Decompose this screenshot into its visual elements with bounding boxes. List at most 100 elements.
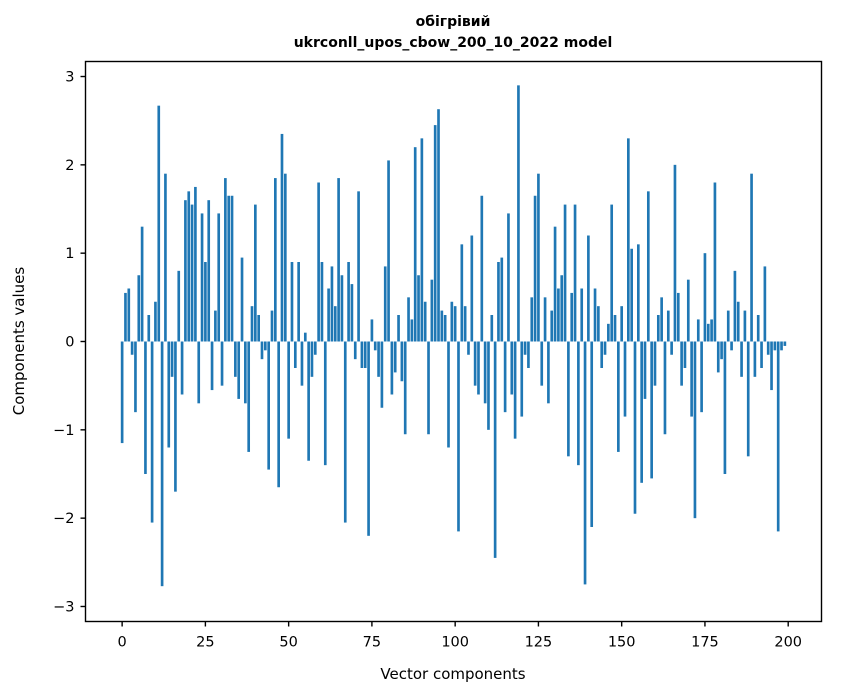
bar xyxy=(567,341,570,457)
bar xyxy=(740,341,743,377)
bar xyxy=(254,204,257,342)
bar xyxy=(423,301,427,342)
bar xyxy=(477,341,480,395)
bar xyxy=(763,266,767,342)
bar xyxy=(570,292,574,342)
bar xyxy=(550,310,554,342)
bar xyxy=(587,235,590,342)
bar xyxy=(120,341,124,444)
bar xyxy=(630,248,633,342)
bar xyxy=(537,173,540,342)
bar xyxy=(746,341,750,457)
y-axis-label: Components values xyxy=(10,267,28,416)
bar xyxy=(483,341,487,404)
bar xyxy=(710,319,713,342)
bar xyxy=(164,173,167,342)
bar xyxy=(367,341,370,536)
bar xyxy=(417,275,420,342)
x-tick-label: 75 xyxy=(363,635,381,651)
bar xyxy=(170,341,174,377)
bar xyxy=(720,341,723,360)
x-tick-label: 125 xyxy=(525,635,553,651)
bar xyxy=(407,297,410,342)
bar xyxy=(753,341,757,377)
y-tick-label: 1 xyxy=(65,246,74,262)
bar xyxy=(184,200,187,342)
bar xyxy=(497,262,500,342)
bar xyxy=(583,341,587,585)
bar xyxy=(323,341,327,466)
bar xyxy=(656,315,660,342)
bar xyxy=(413,147,417,342)
bar xyxy=(780,341,783,351)
bar xyxy=(363,341,367,368)
bar xyxy=(613,315,617,342)
bar xyxy=(134,341,137,413)
bar xyxy=(380,341,384,408)
bar xyxy=(410,319,414,342)
bar xyxy=(227,195,231,342)
bar xyxy=(147,315,151,342)
bar xyxy=(627,138,630,342)
bar xyxy=(676,292,680,342)
bar xyxy=(224,178,227,342)
bar xyxy=(347,262,350,342)
bar xyxy=(527,341,530,368)
bar xyxy=(603,341,607,355)
bar xyxy=(553,226,557,342)
bar xyxy=(503,341,507,413)
bar xyxy=(547,341,550,404)
bar xyxy=(743,310,747,342)
x-tick-label: 50 xyxy=(279,635,297,651)
bar xyxy=(124,292,127,342)
bar xyxy=(500,257,504,342)
bar xyxy=(264,341,267,351)
bar xyxy=(560,275,564,342)
x-tick-label: 150 xyxy=(608,635,636,651)
bar xyxy=(490,315,494,342)
bar xyxy=(487,341,490,430)
bar xyxy=(637,244,640,342)
bar xyxy=(217,213,221,342)
bar xyxy=(507,213,510,342)
bar xyxy=(696,319,700,342)
bar xyxy=(680,341,683,386)
bar xyxy=(683,341,687,368)
bar xyxy=(607,323,610,342)
bar xyxy=(440,310,444,342)
bar xyxy=(293,341,297,368)
bar xyxy=(577,341,580,466)
bar xyxy=(643,341,647,399)
bar xyxy=(174,341,177,492)
x-tick-label: 175 xyxy=(691,635,719,651)
x-ticks-group: 0 25 50 75 100 125 150 175 200 xyxy=(118,621,802,651)
bar xyxy=(640,341,643,483)
bar xyxy=(277,341,280,488)
bar xyxy=(400,341,404,382)
x-tick-label: 200 xyxy=(774,635,802,651)
bar xyxy=(427,341,430,435)
bar xyxy=(653,341,657,386)
bar xyxy=(756,315,760,342)
bar xyxy=(523,341,527,355)
bar xyxy=(370,319,374,342)
bar xyxy=(433,125,437,342)
bar xyxy=(220,341,224,386)
bar xyxy=(520,341,524,417)
bar xyxy=(207,200,211,342)
chart-title-line2: ukrconll_upos_cbow_200_10_2022 model xyxy=(294,35,613,51)
bar xyxy=(137,275,141,342)
bar xyxy=(250,306,254,342)
bar xyxy=(280,133,284,342)
bar xyxy=(377,341,380,377)
bar xyxy=(437,109,440,342)
bar xyxy=(540,341,544,386)
plot-border xyxy=(84,60,823,623)
bar xyxy=(290,262,294,342)
bar xyxy=(703,253,707,342)
bar xyxy=(403,341,407,435)
bar xyxy=(517,85,520,342)
bar xyxy=(447,341,450,448)
bar xyxy=(770,341,773,391)
